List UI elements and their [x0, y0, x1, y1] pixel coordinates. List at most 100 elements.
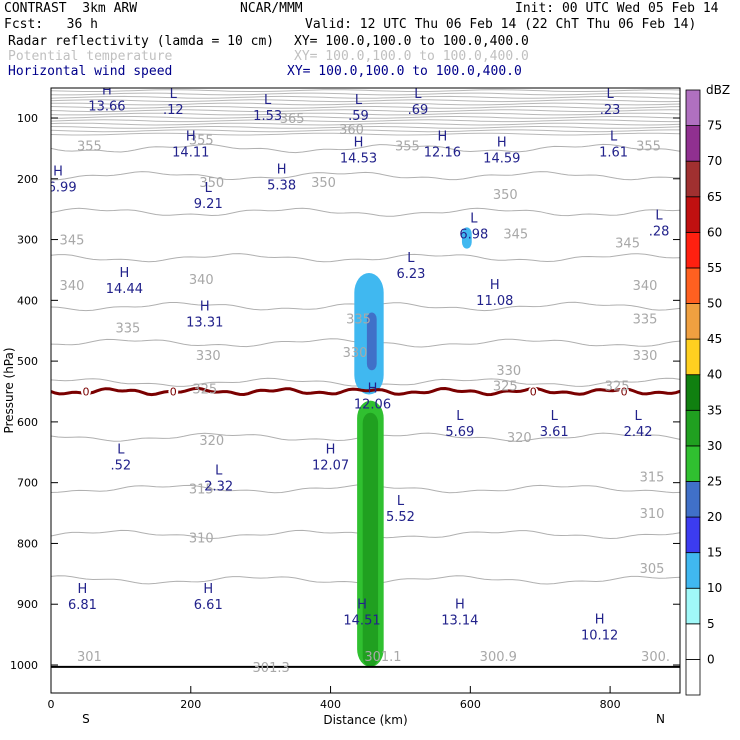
theta-label: 315 [640, 471, 665, 486]
theta-label: 345 [615, 237, 640, 252]
freezing-level-line [51, 386, 680, 397]
wind-extremum-value: 1.61 [599, 145, 628, 160]
theta-label: 310 [189, 531, 214, 546]
theta-label: 315 [189, 483, 214, 498]
y-tick-label: 400 [17, 294, 38, 307]
wind-extremum-value: 2.42 [624, 425, 653, 440]
theta-label: 325 [493, 379, 518, 394]
field1-xy: XY= 100.0,100.0 to 100.0,400.0 [294, 34, 529, 49]
wind-extremum-type: H [186, 129, 196, 144]
wind-extremum-value: 12.06 [354, 398, 391, 413]
theta-label: 365 [280, 112, 305, 127]
wind-extremum-type: H [497, 135, 507, 150]
theta-contour-strat [51, 116, 680, 119]
theta-label: 335 [633, 313, 658, 328]
wind-extremum-value: 13.14 [441, 613, 478, 628]
colorbar-label: 20 [707, 510, 722, 524]
wind-extremum-type: H [78, 582, 88, 597]
theta-contour-strat [51, 132, 680, 136]
theta-label: 300.9 [480, 650, 517, 665]
wind-extremum-type: H [437, 129, 447, 144]
colorbar-label: 30 [707, 439, 722, 453]
wind-extremum-type: H [200, 299, 210, 314]
wind-extremum-type: H [455, 597, 465, 612]
colorbar-label: 65 [707, 190, 722, 204]
header-fcst: Fcst: 36 h [4, 17, 98, 32]
wind-extremum-value: 13.31 [186, 315, 223, 330]
theta-label: 340 [189, 273, 214, 288]
wind-extremum-type: L [606, 87, 614, 102]
wind-extremum-type: H [326, 442, 336, 457]
y-tick-label: 700 [17, 477, 38, 490]
wind-extremum-value: 5.69 [445, 425, 474, 440]
colorbar-box [685, 267, 701, 304]
reflectivity-cell [366, 312, 377, 371]
colorbar-label: 70 [707, 154, 722, 168]
wind-extremum-value: 11.08 [476, 294, 513, 309]
colorbar-label: 25 [707, 474, 722, 488]
header-center: NCAR/MMM [240, 1, 303, 16]
y-tick-label: 300 [17, 234, 38, 247]
wind-extremum-value: 9.21 [194, 197, 223, 212]
theta-label: 310 [640, 507, 665, 522]
wind-extremum-value: 14.59 [483, 151, 520, 166]
wind-extremum-type: H [595, 612, 605, 627]
x-end-label-north: N [656, 712, 665, 726]
wind-extremum-value: .12 [163, 103, 184, 118]
x-tick-label: 800 [600, 698, 621, 711]
theta-contour-345 [51, 207, 680, 217]
theta-label: 335 [115, 322, 140, 337]
theta-label: 300. [641, 650, 670, 665]
colorbar-label: 60 [707, 225, 722, 239]
wind-extremum-type: L [215, 464, 223, 479]
theta-label: 325 [192, 382, 217, 397]
wind-extremum-type: H [102, 84, 112, 99]
colorbar-box [685, 587, 701, 625]
colorbar-box [685, 409, 701, 447]
theta-contour-strat [51, 112, 680, 116]
wind-extremum-value: 14.44 [106, 282, 143, 297]
theta-contour-strat [51, 109, 680, 113]
theta-label: 320 [507, 431, 532, 446]
wind-extremum-value: .59 [348, 109, 369, 124]
colorbar-box [685, 231, 701, 269]
plot-frame [50, 87, 681, 694]
colorbar-box [685, 659, 701, 696]
theta-label: 301.3 [253, 661, 290, 676]
theta-label: 355 [77, 139, 102, 154]
wind-extremum-value: .69 [408, 103, 429, 118]
theta-label: 355 [395, 139, 420, 154]
wind-extremum-value: 16.99 [39, 181, 76, 196]
colorbar-box [685, 552, 701, 589]
colorbar-label: 10 [707, 581, 722, 595]
wind-extremum-type: H [53, 165, 63, 180]
x-tick-label: 400 [320, 698, 341, 711]
theta-label: 350 [493, 188, 518, 203]
colorbar-label: 0 [707, 652, 715, 666]
wind-extremum-type: L [634, 409, 642, 424]
wind-extremum-value: 6.61 [194, 598, 223, 613]
wind-extremum-value: 13.66 [88, 100, 125, 115]
colorbar-label: 15 [707, 546, 722, 560]
wind-extremum-type: L [414, 87, 422, 102]
colorbar-label: 50 [707, 297, 722, 311]
theta-label: 355 [189, 133, 214, 148]
theta-label: 355 [636, 139, 661, 154]
wind-extremum-type: L [456, 409, 464, 424]
wind-extremum-type: H [368, 382, 378, 397]
wind-extremum-type: L [205, 181, 213, 196]
freezing-level-label: 0 [170, 386, 177, 399]
theta-label: 330 [496, 364, 521, 379]
wind-extremum-type: H [357, 597, 367, 612]
colorbar-box [685, 445, 701, 482]
wind-extremum-type: H [354, 135, 364, 150]
colorbar-label: 40 [707, 368, 722, 382]
theta-label: 340 [60, 279, 85, 294]
theta-contour-strat [51, 102, 680, 106]
colorbar-box [685, 623, 701, 660]
theta-label: 330 [196, 349, 221, 364]
theta-contour-strat [51, 106, 680, 109]
theta-contour-strat [51, 125, 680, 129]
wind-extremum-type: H [277, 163, 287, 178]
wind-extremum-type: L [610, 129, 618, 144]
